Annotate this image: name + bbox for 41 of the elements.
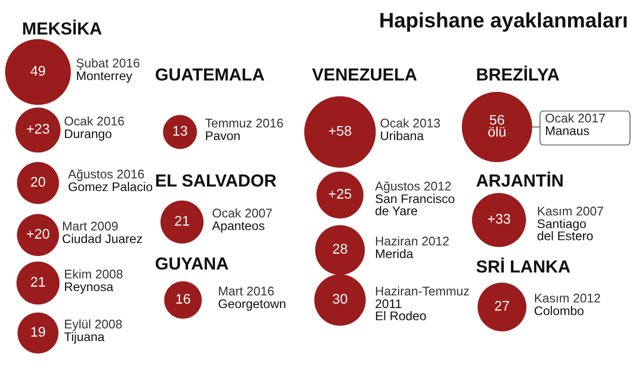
series-label: SRİ LANKA <box>476 258 570 273</box>
category-label: Temmuz 2016 Pavon <box>205 118 283 140</box>
data-label: +58 <box>328 126 352 136</box>
series-label: ARJANTİN <box>476 172 563 187</box>
series-label: GUYANA <box>156 257 228 270</box>
series-label: EL SALVADOR <box>156 174 276 187</box>
data-label: 21 <box>30 276 46 287</box>
data-label: 49 <box>30 66 46 76</box>
data-label: 21 <box>174 216 190 226</box>
category-label: Ocak 2007 Apanteos <box>212 208 272 233</box>
category-label: Ocak 2013 Uribana <box>380 118 440 140</box>
category-label: Kasım 2012 Colombo <box>534 294 600 316</box>
series-label: VENEZUELA <box>312 68 417 81</box>
data-label: +33 <box>488 214 510 224</box>
data-label: 30 <box>332 294 348 304</box>
data-label: 56 ölü <box>488 114 506 137</box>
category-label: Haziran-Temmuz 2011 El Rodeo <box>376 286 469 320</box>
category-label: Kasım 2007 Santiago del Estero <box>538 206 604 240</box>
category-label: Ekim 2008 Reynosa <box>65 269 123 294</box>
data-label: 19 <box>31 326 46 337</box>
category-label: Ocak 2017 Manaus <box>546 113 605 136</box>
data-label: 28 <box>332 244 348 254</box>
category-label: Haziran 2012 Merida <box>376 236 449 258</box>
category-label: Mart 2009 Ciudad Juarez <box>62 222 142 244</box>
text: GUATEMALA <box>156 68 264 81</box>
data-label: 13 <box>173 126 188 136</box>
category-label: Ocak 2016 Durango <box>64 116 124 141</box>
text: Hapishane ayaklanmaları <box>380 12 627 32</box>
series-label: BREZİLYA <box>477 66 560 80</box>
data-label: +25 <box>328 188 352 199</box>
data-label: 27 <box>494 300 510 311</box>
data-label: 16 <box>176 294 190 304</box>
data-label: +23 <box>26 124 50 134</box>
category-label: Ağustos 2012 San Francisco de Yare <box>375 181 454 216</box>
category-label: Ağustos 2016 Gomez Palacio <box>68 169 152 192</box>
category-label: Eylül 2008 Tijuana <box>64 319 122 344</box>
category-label: Şubat 2016 Monterrey <box>76 58 140 83</box>
series-label: MEKSİKA <box>23 20 102 35</box>
data-label: 20 <box>30 176 46 187</box>
category-label: Mart 2016 Georgetown <box>218 286 286 311</box>
data-label: +20 <box>26 228 50 239</box>
